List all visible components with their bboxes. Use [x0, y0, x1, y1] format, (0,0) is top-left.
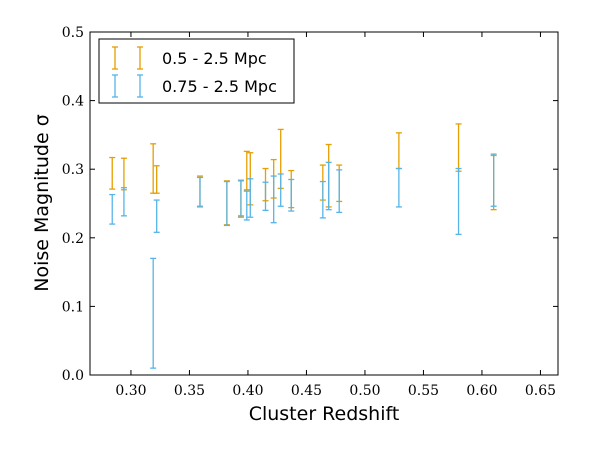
legend-marker-0-1: [137, 46, 143, 70]
x-tick-label-3: 0.45: [291, 383, 322, 399]
errorbar-s1-0: [109, 193, 116, 225]
errorbar-s1-7: [243, 190, 250, 221]
errorbar-s1-15: [336, 169, 343, 214]
y-tick-label-4: 0.4: [62, 94, 84, 110]
errorbar-s0-7: [243, 150, 250, 191]
y-tick-label-3: 0.3: [62, 162, 84, 178]
y-tick-label-2: 0.2: [62, 231, 84, 247]
plot-marks: [109, 123, 497, 369]
x-tick-label-0: 0.30: [115, 383, 146, 399]
x-axis-label: Cluster Redshift: [249, 403, 400, 425]
plot-frame: [89, 31, 559, 376]
errorbar-s1-9: [262, 181, 269, 212]
errorbar-s1-13: [319, 180, 326, 219]
errorbar-s1-5: [223, 180, 230, 227]
legend: 0.5 - 2.5 Mpc 0.75 - 2.5 Mpc: [98, 38, 295, 104]
legend-label-1: 0.75 - 2.5 Mpc: [162, 77, 277, 96]
axis-ticks: [90, 31, 558, 376]
errorbar-s1-12: [288, 178, 295, 212]
errorbar-s0-16: [395, 132, 402, 170]
x-tick-label-5: 0.55: [408, 383, 439, 399]
errorbar-s0-3: [153, 165, 160, 194]
y-tick-label-0: 0.0: [62, 368, 84, 384]
errorbar-s1-4: [196, 176, 203, 207]
x-tick-label-1: 0.35: [174, 383, 205, 399]
y-tick-label-5: 0.5: [62, 25, 84, 41]
errorbar-s0-2: [150, 143, 157, 194]
legend-label-0: 0.5 - 2.5 Mpc: [162, 49, 267, 68]
x-tick-label-6: 0.60: [466, 383, 497, 399]
errorbar-s1-16: [395, 167, 402, 208]
errorbar-s0-1: [120, 157, 127, 191]
errorbar-s1-3: [153, 199, 160, 233]
legend-marker-1-1: [137, 74, 143, 98]
errorbar-s1-10: [270, 175, 277, 224]
errorbar-s1-18: [490, 153, 497, 207]
y-tick-label-1: 0.1: [62, 299, 84, 315]
legend-marker-1-0: [112, 74, 118, 98]
axis-tick-labels: 0.30 0.35 0.40 0.45 0.50 0.55 0.60 0.65 0.0 0.1 0.…: [62, 25, 556, 399]
legend-marker-0-0: [112, 46, 118, 70]
errorbar-s1-8: [247, 178, 254, 218]
errorbar-s1-2: [150, 257, 157, 369]
errorbar-s1-17: [455, 167, 462, 236]
errorbar-s0-0: [109, 156, 116, 190]
errorbar-s0-17: [455, 123, 462, 172]
errorbar-s1-14: [325, 161, 332, 211]
legend-frame: [98, 38, 295, 104]
x-tick-label-2: 0.40: [232, 383, 263, 399]
x-tick-label-7: 0.65: [525, 383, 556, 399]
errorbar-s1-11: [277, 173, 284, 207]
errorbar-s1-1: [120, 187, 127, 217]
y-axis-label: Noise Magnitude σ: [31, 114, 53, 292]
x-tick-label-4: 0.50: [349, 383, 380, 399]
errorbar-s1-6: [237, 179, 244, 217]
